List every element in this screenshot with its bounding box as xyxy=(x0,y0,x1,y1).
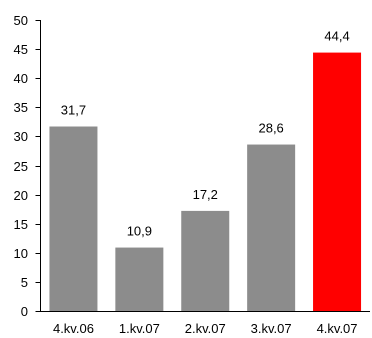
y-tick-label: 15 xyxy=(14,217,28,232)
y-axis: 0 5 10 15 20 25 30 35 40 45 50 xyxy=(14,13,41,319)
data-label-4.kv.06: 31,7 xyxy=(61,103,86,118)
y-tick-label: 40 xyxy=(14,71,28,86)
bar-1.kv.07 xyxy=(115,247,164,311)
x-tick-label: 4.kv.07 xyxy=(317,321,358,336)
data-label-2.kv.07: 17,2 xyxy=(193,187,218,202)
y-tick-label: 45 xyxy=(14,42,28,57)
x-tick-label: 2.kv.07 xyxy=(185,321,226,336)
data-label-3.kv.07: 28,6 xyxy=(258,121,283,136)
data-labels: 31,7 10,9 17,2 28,6 44,4 xyxy=(61,29,350,239)
y-tick-label: 20 xyxy=(14,188,28,203)
data-label-1.kv.07: 10,9 xyxy=(127,224,152,239)
x-tick-label: 1.kv.07 xyxy=(119,321,160,336)
y-tick-label: 5 xyxy=(21,275,28,290)
bar-4.kv.07 xyxy=(313,52,362,311)
y-tick-label: 50 xyxy=(14,13,28,28)
x-tick-label: 4.kv.06 xyxy=(53,321,94,336)
bar-2.kv.07 xyxy=(181,210,230,311)
data-label-4.kv.07: 44,4 xyxy=(324,29,349,44)
y-tick-label: 25 xyxy=(14,159,28,174)
x-tick-label: 3.kv.07 xyxy=(251,321,292,336)
y-tick-label: 35 xyxy=(14,100,28,115)
bars xyxy=(49,52,362,311)
y-tick-label: 10 xyxy=(14,246,28,261)
x-axis: 4.kv.06 1.kv.07 2.kv.07 3.kv.07 4.kv.07 xyxy=(35,311,370,336)
bar-4.kv.06 xyxy=(49,126,98,311)
bar-3.kv.07 xyxy=(247,144,296,311)
y-tick-label: 0 xyxy=(21,304,28,319)
y-tick-label: 30 xyxy=(14,129,28,144)
